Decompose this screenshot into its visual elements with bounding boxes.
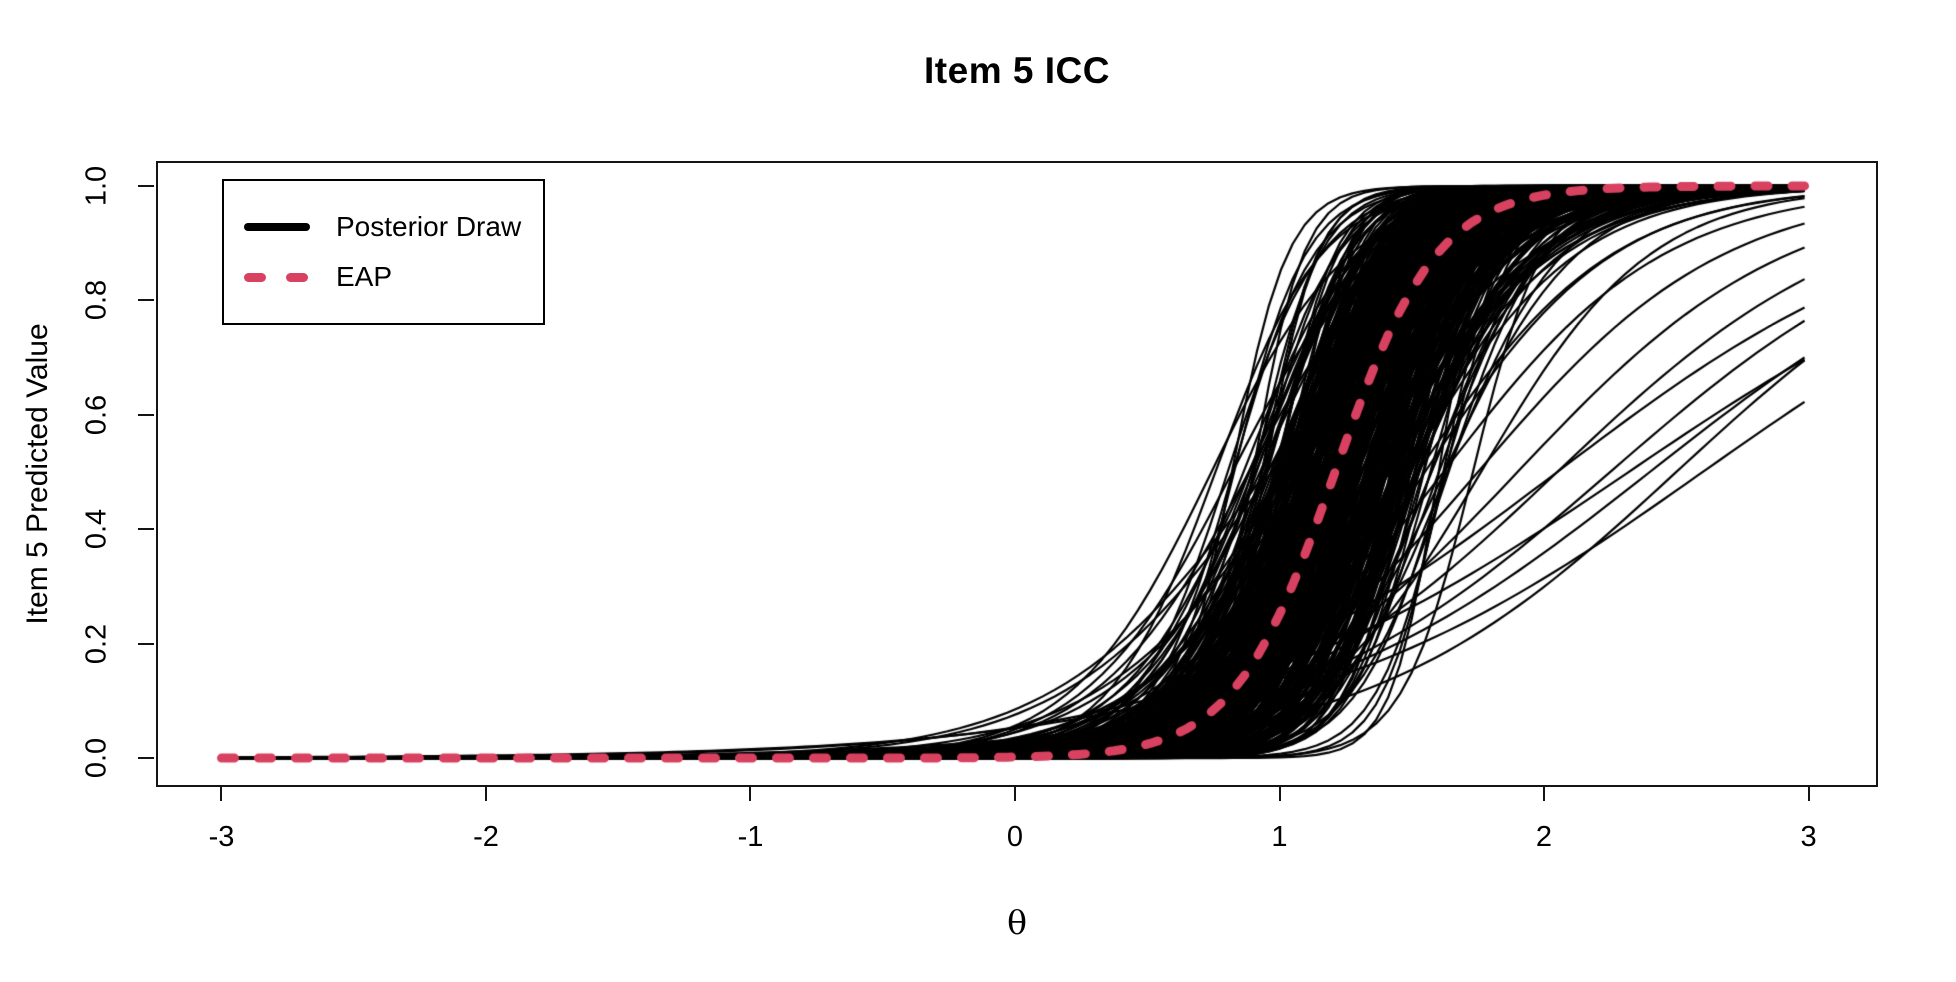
- y-tick-mark: [138, 184, 154, 187]
- posterior-draw-line-sample: [244, 223, 310, 231]
- x-tick-label: 2: [1535, 821, 1553, 853]
- x-tick-mark: [1014, 785, 1016, 801]
- solid-line-icon: [244, 223, 310, 231]
- y-tick-label: 0.0: [80, 737, 113, 779]
- legend-label-posterior-draw: Posterior Draw: [336, 211, 522, 242]
- y-tick-mark: [138, 299, 154, 302]
- legend-entry-posterior-draw: Posterior Draw: [244, 205, 543, 249]
- y-tick-label: 0.8: [80, 280, 113, 321]
- x-tick-label: 1: [1271, 821, 1288, 853]
- x-tick-label: 3: [1800, 821, 1817, 853]
- x-tick-mark: [1543, 785, 1545, 801]
- y-tick-mark: [138, 642, 154, 645]
- x-tick-mark: [484, 785, 487, 801]
- y-tick-mark: [138, 413, 154, 416]
- x-tick-label: 0: [1006, 821, 1024, 853]
- legend-label-eap: EAP: [336, 261, 393, 292]
- legend: Posterior Draw EAP: [222, 179, 545, 325]
- y-tick-mark: [138, 528, 154, 531]
- y-tick-label: 1.0: [80, 165, 113, 207]
- x-tick-label: -2: [473, 821, 499, 853]
- dash-icon: [244, 272, 266, 282]
- y-tick-label: 0.4: [80, 509, 113, 550]
- y-tick-label: 0.6: [80, 394, 113, 435]
- y-axis-title: Item 5 Predicted Value: [21, 323, 54, 625]
- legend-entry-eap: EAP: [244, 255, 543, 299]
- x-tick-mark: [749, 785, 752, 801]
- x-tick-mark: [1807, 785, 1810, 801]
- dash-icon: [286, 272, 308, 282]
- x-axis-title: θ: [1007, 903, 1027, 942]
- y-tick-label: 0.2: [80, 623, 113, 664]
- y-tick-mark: [138, 757, 154, 760]
- chart-title: Item 5 ICC: [924, 50, 1110, 91]
- x-tick-mark: [220, 785, 223, 801]
- x-tick-mark: [1278, 785, 1281, 801]
- x-tick-label: -3: [208, 821, 235, 853]
- x-tick-label: -1: [737, 821, 764, 853]
- eap-line-sample: [244, 272, 310, 282]
